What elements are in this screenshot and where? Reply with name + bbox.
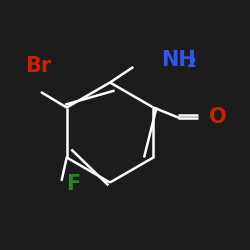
Text: F: F (66, 174, 81, 194)
Text: NH: NH (161, 50, 196, 70)
Text: O: O (209, 107, 226, 127)
Text: Br: Br (25, 56, 51, 76)
Text: 2: 2 (187, 56, 197, 70)
